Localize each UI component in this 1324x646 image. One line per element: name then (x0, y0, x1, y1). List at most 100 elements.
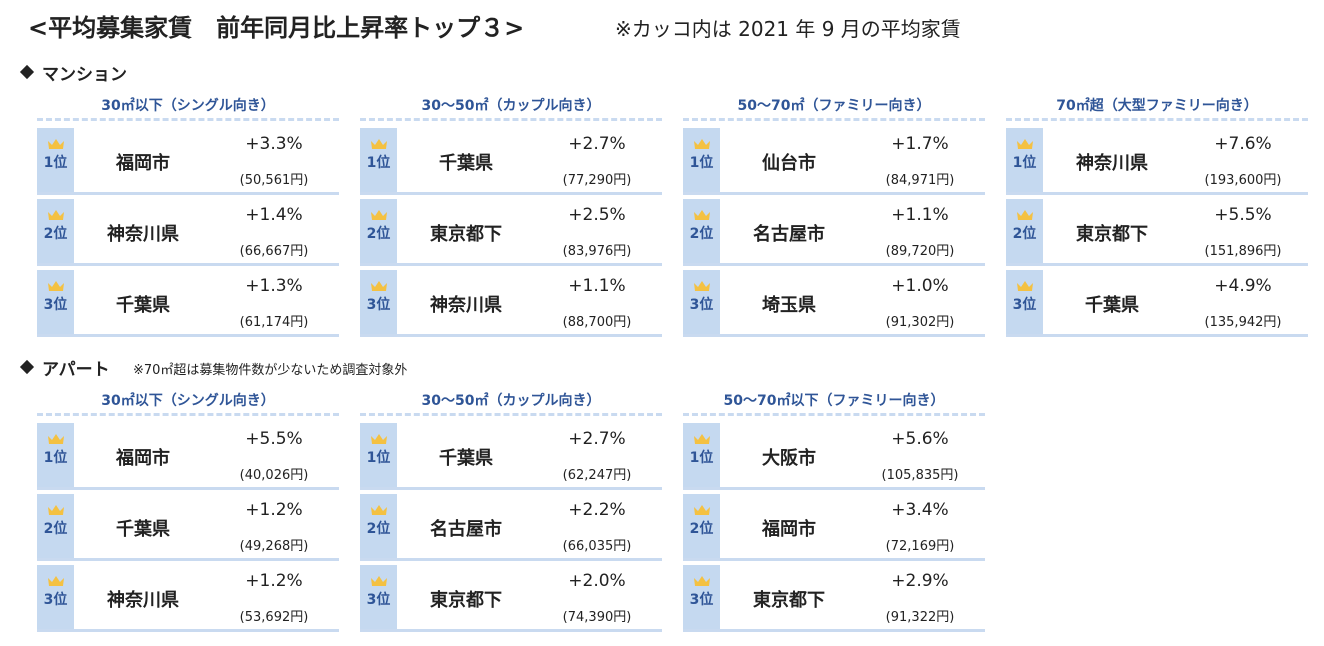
rank-cell (683, 128, 720, 192)
rank: 2位 (689, 226, 714, 242)
city: 東京都下 (753, 590, 825, 611)
rank-cell (37, 128, 74, 192)
average-rent: (89,720円) (885, 244, 955, 259)
header-divider (683, 413, 985, 416)
growth-rate: +2.5% (568, 205, 626, 225)
rank-cell (360, 128, 397, 192)
title: <平均募集家賃 前年同月比上昇率トップ３> (28, 14, 525, 42)
ranking-row: 2位 東京都下 +5.5% (151,896円) (1006, 199, 1308, 266)
header-divider (37, 118, 339, 121)
average-rent: (66,667円) (239, 244, 309, 259)
city: 東京都下 (430, 590, 502, 611)
average-rent: (193,600円) (1204, 173, 1282, 188)
growth-rate: +2.7% (568, 134, 626, 154)
growth-rate: +2.9% (891, 571, 949, 591)
city: 福岡市 (116, 448, 170, 469)
growth-rate: +1.2% (245, 571, 303, 591)
crown-icon (370, 277, 388, 296)
rank: 1位 (366, 450, 391, 466)
ranking-row: 2位 千葉県 +1.2% (49,268円) (37, 494, 339, 561)
rank-cell (683, 494, 720, 558)
group-header: 50～70㎡（ファミリー向き） (737, 98, 931, 114)
growth-rate: +1.2% (245, 500, 303, 520)
header-divider (37, 413, 339, 416)
city: 千葉県 (439, 448, 493, 469)
crown-icon (693, 206, 711, 225)
group-header: 30㎡以下（シングル向き） (101, 393, 275, 409)
city: 福岡市 (762, 519, 816, 540)
rank-cell (37, 494, 74, 558)
average-rent: (53,692円) (239, 610, 309, 625)
average-rent: (61,174円) (239, 315, 309, 330)
growth-rate: +2.2% (568, 500, 626, 520)
growth-rate: +1.1% (568, 276, 626, 296)
rank-cell (37, 423, 74, 487)
rank: 3位 (1012, 297, 1037, 313)
crown-icon (47, 135, 65, 154)
rank: 2位 (43, 226, 68, 242)
city: 神奈川県 (1076, 153, 1148, 174)
crown-icon (47, 206, 65, 225)
average-rent: (105,835円) (881, 468, 959, 483)
ranking-row: 2位 名古屋市 +2.2% (66,035円) (360, 494, 662, 561)
rank-cell (360, 494, 397, 558)
crown-icon (370, 206, 388, 225)
city: 埼玉県 (762, 295, 816, 316)
subtitle: ※カッコ内は 2021 年 9 月の平均家賃 (615, 17, 961, 41)
crown-icon (47, 501, 65, 520)
rank-cell (683, 270, 720, 334)
rank: 3位 (366, 592, 391, 608)
rank-cell (37, 199, 74, 263)
rank: 2位 (1012, 226, 1037, 242)
ranking-row: 3位 東京都下 +2.0% (74,390円) (360, 565, 662, 632)
city: 千葉県 (116, 295, 170, 316)
header-divider (360, 413, 662, 416)
average-rent: (49,268円) (239, 539, 309, 554)
ranking-row: 3位 埼玉県 +1.0% (91,302円) (683, 270, 985, 337)
rank: 1位 (689, 155, 714, 171)
rank-cell (683, 199, 720, 263)
city: 福岡市 (116, 153, 170, 174)
average-rent: (74,390円) (562, 610, 632, 625)
rank: 3位 (689, 592, 714, 608)
rank: 1位 (366, 155, 391, 171)
rank-cell (360, 423, 397, 487)
average-rent: (40,026円) (239, 468, 309, 483)
rank-cell (683, 423, 720, 487)
rank: 3位 (43, 297, 68, 313)
city: 神奈川県 (107, 590, 179, 611)
city: 東京都下 (430, 224, 502, 245)
city: 仙台市 (762, 153, 816, 174)
city: 神奈川県 (430, 295, 502, 316)
average-rent: (135,942円) (1204, 315, 1282, 330)
rank-cell (1006, 199, 1043, 263)
section-label: アパート (42, 360, 110, 380)
section-note: ※70㎡超は募集物件数が少ないため調査対象外 (133, 363, 408, 378)
crown-icon (47, 277, 65, 296)
ranking-row: 1位 神奈川県 +7.6% (193,600円) (1006, 128, 1308, 195)
city: 千葉県 (116, 519, 170, 540)
average-rent: (88,700円) (562, 315, 632, 330)
growth-rate: +1.1% (891, 205, 949, 225)
group-header: 30㎡以下（シングル向き） (101, 98, 275, 114)
rank-cell (37, 565, 74, 629)
crown-icon (693, 501, 711, 520)
city: 東京都下 (1076, 224, 1148, 245)
rank-cell (683, 565, 720, 629)
crown-icon (370, 430, 388, 449)
rank: 1位 (43, 155, 68, 171)
growth-rate: +5.5% (245, 429, 303, 449)
growth-rate: +3.4% (891, 500, 949, 520)
crown-icon (1016, 277, 1034, 296)
group-header: 50～70㎡以下（ファミリー向き） (723, 393, 945, 409)
ranking-row: 3位 千葉県 +1.3% (61,174円) (37, 270, 339, 337)
growth-rate: +1.7% (891, 134, 949, 154)
rank: 3位 (43, 592, 68, 608)
city: 千葉県 (439, 153, 493, 174)
rank: 1位 (689, 450, 714, 466)
city: 名古屋市 (753, 224, 825, 245)
city: 千葉県 (1085, 295, 1139, 316)
growth-rate: +4.9% (1214, 276, 1272, 296)
ranking-row: 3位 千葉県 +4.9% (135,942円) (1006, 270, 1308, 337)
